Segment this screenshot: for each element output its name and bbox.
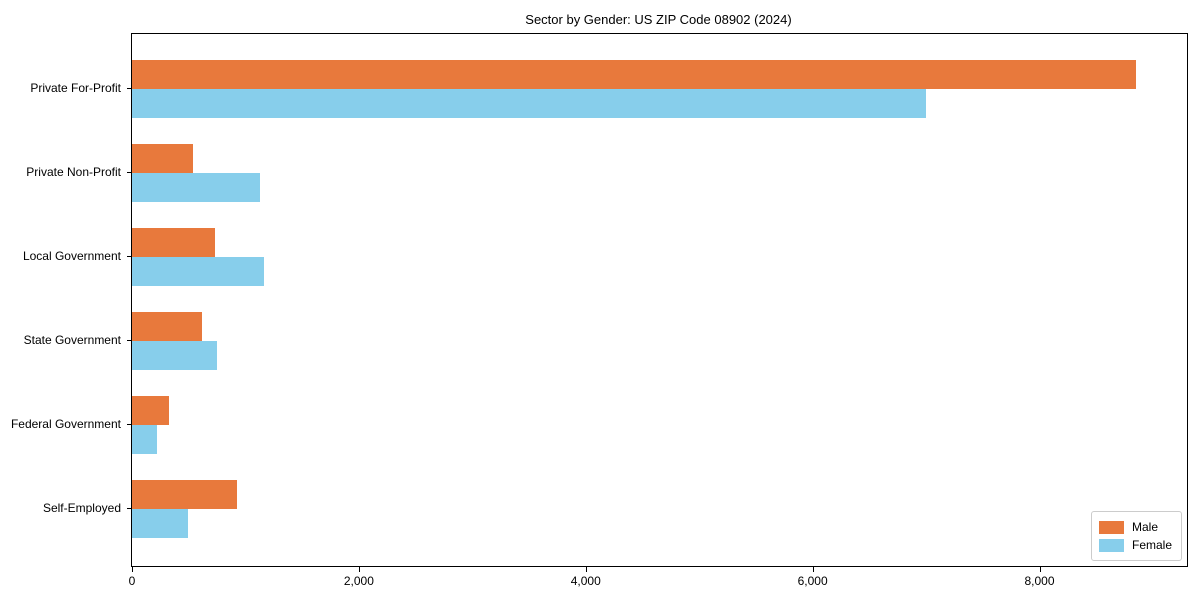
y-tick-label-self-employed: Self-Employed	[42, 501, 121, 515]
x-tick-mark	[132, 567, 133, 572]
x-tick-mark	[585, 567, 587, 572]
bar-male-state-government	[132, 312, 203, 341]
x-tick-label-4-000: 4,000	[570, 574, 601, 588]
legend-swatch-female	[1098, 538, 1124, 552]
legend: Male Female	[1090, 511, 1182, 561]
x-tick-label-0: 0	[128, 574, 136, 588]
bar-male-federal-government	[132, 396, 170, 425]
bar-female-federal-government	[132, 425, 157, 454]
y-tick-mark	[127, 424, 132, 425]
chart-title: Sector by Gender: US ZIP Code 08902 (202…	[525, 12, 792, 27]
legend-entry-female: Female	[1098, 536, 1172, 554]
plot-area: Male Female	[131, 33, 1188, 567]
bar-male-private-non-profit	[132, 144, 194, 173]
bar-female-private-non-profit	[132, 173, 261, 202]
legend-label-male: Male	[1131, 520, 1158, 534]
bar-male-local-government	[132, 228, 215, 257]
x-tick-mark	[812, 567, 814, 572]
y-tick-mark	[127, 88, 132, 89]
bar-male-self-employed	[132, 480, 237, 509]
y-tick-label-private-for-profit: Private For-Profit	[30, 81, 121, 95]
bar-female-self-employed	[132, 509, 188, 538]
x-tick-label-8-000: 8,000	[1024, 574, 1055, 588]
y-tick-mark	[127, 508, 132, 509]
x-tick-label-6-000: 6,000	[797, 574, 828, 588]
y-tick-mark	[127, 172, 132, 173]
y-tick-label-state-government: State Government	[23, 333, 121, 347]
y-tick-label-private-non-profit: Private Non-Profit	[26, 165, 121, 179]
legend-label-female: Female	[1131, 538, 1172, 552]
bar-female-state-government	[132, 341, 218, 370]
bar-female-private-for-profit	[132, 89, 927, 118]
legend-entry-male: Male	[1098, 518, 1172, 536]
y-tick-mark	[127, 256, 132, 257]
x-tick-mark	[358, 567, 360, 572]
bar-female-local-government	[132, 257, 264, 286]
y-tick-mark	[127, 340, 132, 341]
x-tick-mark	[1039, 567, 1041, 572]
legend-swatch-male	[1098, 520, 1124, 534]
bar-male-private-for-profit	[132, 60, 1136, 89]
y-tick-label-local-government: Local Government	[22, 249, 121, 263]
x-tick-label-2-000: 2,000	[343, 574, 374, 588]
y-tick-label-federal-government: Federal Government	[10, 417, 121, 431]
